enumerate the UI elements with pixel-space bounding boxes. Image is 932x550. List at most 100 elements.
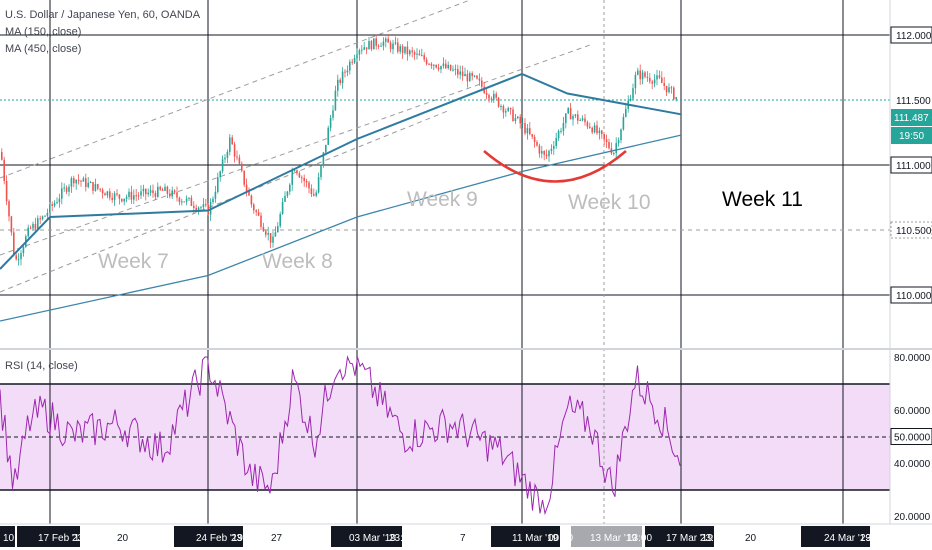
candle-body (68, 186, 70, 192)
candle-body (221, 159, 224, 172)
candle-body (665, 85, 668, 93)
candle-body (425, 59, 428, 64)
candle-body (617, 140, 620, 144)
channel-line (0, 44, 591, 256)
candle-body (121, 198, 123, 202)
time-tick-box (331, 526, 402, 547)
rsi-tick-label: 40.0000 (894, 459, 931, 470)
candle-body (298, 173, 301, 178)
candle-body (272, 236, 274, 243)
candle-body (521, 123, 524, 125)
candle-body (97, 184, 99, 189)
candle-body (550, 148, 553, 151)
candle-body (303, 177, 305, 182)
candle-body (380, 45, 382, 47)
candle-body (512, 109, 514, 122)
candle-body (596, 125, 598, 134)
candle-body (104, 193, 106, 196)
candle-body (279, 214, 281, 227)
candle-body (461, 71, 464, 77)
candle-body (77, 179, 80, 181)
candle-body (176, 192, 178, 198)
candle-body (293, 170, 296, 172)
candle-body (670, 87, 673, 89)
candle-body (541, 151, 543, 154)
candle-body (130, 191, 133, 200)
candle-body (214, 191, 217, 199)
candle-body (171, 190, 173, 197)
candle-body (317, 177, 320, 193)
candle-body (147, 192, 149, 195)
rsi-axis: 80.0000 60.0000 50.0000 40.0000 20.0000 (890, 353, 932, 523)
candle-body (128, 191, 130, 197)
candle-body (497, 97, 500, 107)
candle-body (29, 227, 32, 229)
candle-body (183, 201, 185, 203)
candle-body (344, 71, 346, 73)
candle-body (260, 215, 262, 227)
candle-body (37, 218, 39, 229)
candle-body (445, 63, 447, 69)
candle-body (543, 151, 545, 155)
candle-body (416, 53, 418, 55)
candle-body (430, 63, 433, 66)
time-tick-box (17, 526, 80, 547)
candle-body (289, 184, 291, 192)
week-8-label: Week 8 (262, 250, 333, 273)
grid (0, 0, 890, 524)
candle-body (459, 71, 461, 75)
candle-body (248, 191, 250, 196)
candle-body (101, 189, 104, 194)
candle-body (313, 194, 315, 196)
candle-body (589, 126, 591, 128)
ma150-line (0, 72, 682, 270)
candle-body (608, 142, 610, 149)
candle-body (377, 45, 380, 47)
candle-body (193, 205, 195, 208)
candle-body (651, 81, 653, 84)
candle-body (399, 46, 401, 52)
time-tick-label: 7 (460, 533, 466, 544)
candle-body (118, 194, 121, 199)
candle-body (231, 137, 233, 145)
candle-body (17, 259, 20, 261)
candle-body (111, 197, 113, 200)
candle-body (413, 52, 416, 55)
candle-body (529, 128, 531, 135)
candle-body (10, 216, 13, 233)
candle-body (322, 152, 325, 166)
time-tick-label: 00:00 (548, 533, 573, 544)
ma450-legend: MA (450, close) (5, 43, 81, 55)
time-tick-label: 17 Feb '19 (38, 533, 85, 544)
symbol-title: U.S. Dollar / Japanese Yen, 60, OANDA (5, 9, 201, 21)
candle-body (613, 153, 615, 155)
candle-body (142, 188, 145, 192)
candle-body (166, 186, 169, 194)
candle-body (668, 87, 670, 93)
candles (1, 34, 677, 266)
candle-body (27, 227, 29, 237)
candle-body (437, 67, 440, 70)
candle-body (161, 189, 164, 191)
candle-body (634, 74, 637, 89)
candle-body (401, 46, 404, 53)
candle-body (418, 53, 421, 56)
candle-body (257, 212, 260, 216)
candle-body (145, 188, 147, 195)
week-10-label: Week 10 (568, 191, 651, 214)
candle-body (296, 170, 298, 174)
candle-body (140, 191, 142, 196)
candle-body (133, 195, 135, 200)
candle-body (574, 114, 577, 117)
rsi-line (0, 355, 681, 516)
time-tick-box (0, 526, 15, 547)
candle-body (262, 226, 265, 232)
candle-body (291, 171, 293, 185)
candle-body (356, 54, 358, 59)
candle-body (75, 179, 77, 184)
rsi-title: RSI (14, close) (5, 360, 78, 372)
candle-body (394, 42, 397, 44)
last-price-value: 111.487 (894, 113, 929, 124)
candle-body (454, 69, 457, 71)
candle-body (226, 151, 229, 158)
